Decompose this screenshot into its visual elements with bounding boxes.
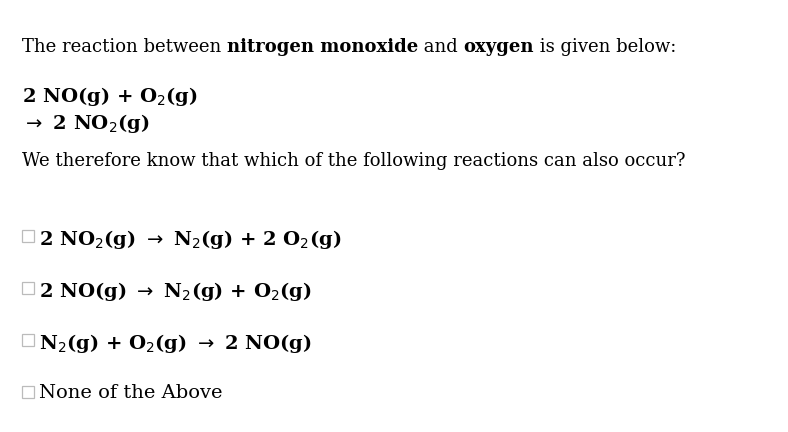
Bar: [22, 334, 34, 346]
Text: is given below:: is given below:: [534, 38, 677, 56]
Text: We therefore know that which of the following reactions can also occur?: We therefore know that which of the foll…: [22, 152, 686, 170]
Text: nitrogen monoxide: nitrogen monoxide: [227, 38, 418, 56]
Text: None of the Above: None of the Above: [39, 384, 222, 402]
Bar: [22, 386, 34, 398]
Text: oxygen: oxygen: [464, 38, 534, 56]
Text: The reaction between: The reaction between: [22, 38, 227, 56]
Text: 2 NO(g) + O$_2$(g): 2 NO(g) + O$_2$(g): [22, 85, 198, 108]
Text: N$_2$(g) + O$_2$(g) $\rightarrow$ 2 NO(g): N$_2$(g) + O$_2$(g) $\rightarrow$ 2 NO(g…: [39, 332, 311, 355]
Bar: [22, 230, 34, 242]
Bar: [22, 282, 34, 294]
Text: 2 NO(g) $\rightarrow$ N$_2$(g) + O$_2$(g): 2 NO(g) $\rightarrow$ N$_2$(g) + O$_2$(g…: [39, 280, 311, 303]
Text: $\rightarrow$ 2 NO$_2$(g): $\rightarrow$ 2 NO$_2$(g): [22, 112, 150, 135]
Text: 2 NO$_2$(g) $\rightarrow$ N$_2$(g) + 2 O$_2$(g): 2 NO$_2$(g) $\rightarrow$ N$_2$(g) + 2 O…: [39, 228, 341, 251]
Text: and: and: [418, 38, 464, 56]
